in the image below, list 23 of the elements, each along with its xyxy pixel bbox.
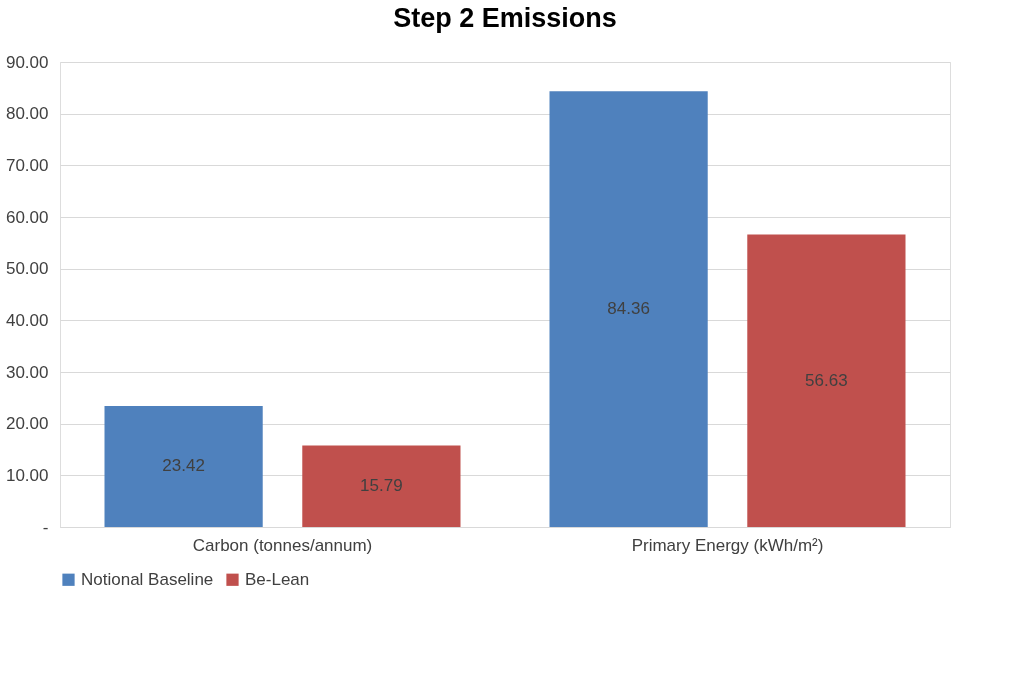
y-tick-label: 20.00: [5, 414, 49, 434]
y-tick-label: 60.00: [5, 207, 49, 227]
x-tick-label: Primary Energy (kWh/m²): [631, 535, 824, 555]
y-tick-label: 80.00: [5, 104, 49, 124]
legend-label: Notional Baseline: [81, 569, 214, 589]
bar: [302, 445, 461, 527]
y-tick-label: -: [42, 517, 49, 537]
y-tick-label: 40.00: [5, 310, 49, 330]
y-tick-label: 10.00: [5, 465, 49, 485]
x-tick-label: Carbon (tonnes/annum): [192, 535, 373, 555]
y-tick-label: 70.00: [5, 155, 49, 175]
y-tick-label: 90.00: [5, 52, 49, 72]
data-label: 23.42: [162, 456, 205, 476]
chart-title: Step 2 Emissions: [393, 3, 617, 33]
bar: [549, 91, 708, 527]
bar: [747, 234, 906, 527]
data-label: 56.63: [805, 370, 848, 390]
y-tick-label: 30.00: [5, 362, 49, 382]
data-label: 84.36: [607, 299, 650, 319]
data-label: 15.79: [360, 476, 403, 496]
bar: [104, 406, 263, 527]
legend-label: Be-Lean: [245, 569, 310, 589]
y-tick-label: 50.00: [5, 259, 49, 279]
